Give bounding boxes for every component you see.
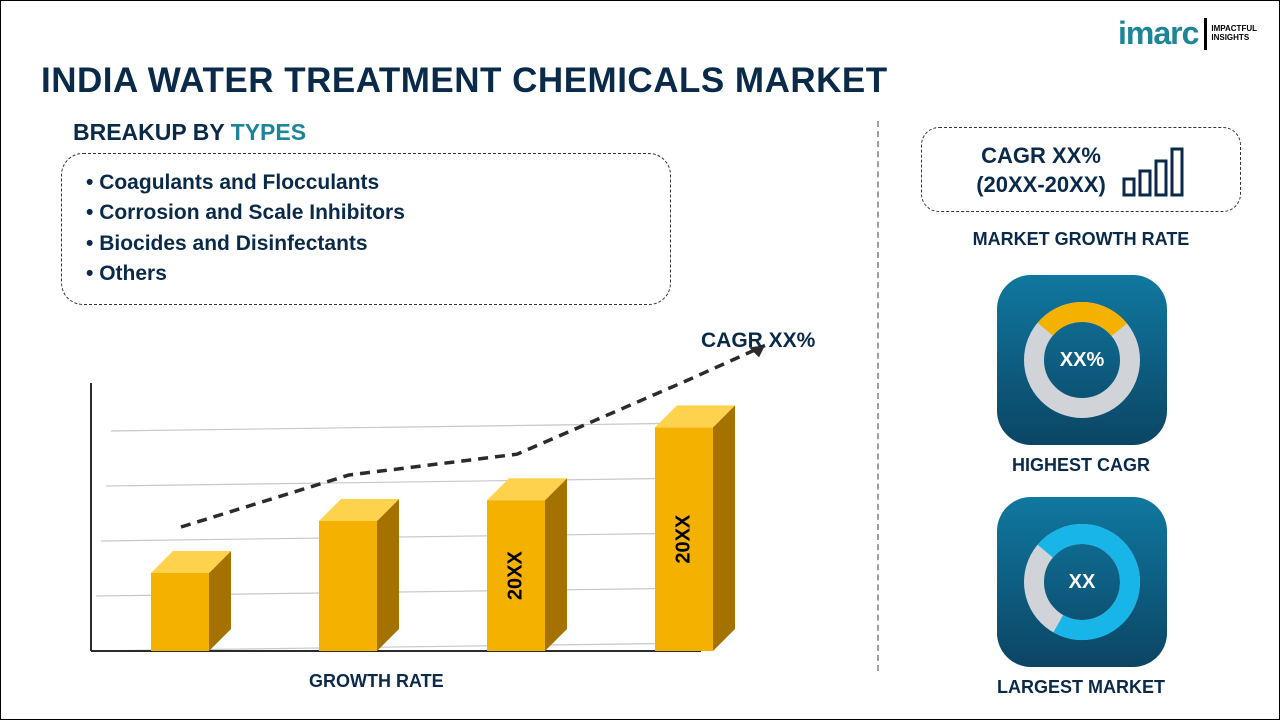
chart-svg: 20XX 20XX	[61, 331, 821, 671]
breakup-prefix: BREAKUP BY	[73, 119, 231, 145]
largest-market-label: LARGEST MARKET	[921, 677, 1241, 698]
highest-cagr-label: HIGHEST CAGR	[921, 455, 1241, 476]
chart-cagr-label: CAGR XX%	[701, 329, 815, 353]
cagr-box-text: CAGR XX% (20XX-20XX)	[976, 142, 1106, 199]
chart-x-label: GROWTH RATE	[309, 671, 444, 692]
brand-tagline: IMPACTFUL INSIGHTS	[1211, 25, 1257, 42]
breakup-accent: TYPES	[231, 119, 306, 145]
breakup-heading: BREAKUP BY TYPES	[73, 119, 306, 146]
brand-logo: imarc IMPACTFUL INSIGHTS	[1118, 15, 1257, 52]
highest-cagr-tile: XX%	[997, 275, 1167, 445]
cagr-box: CAGR XX% (20XX-20XX)	[921, 127, 1241, 212]
types-item: Others	[86, 259, 646, 289]
svg-text:20XX: 20XX	[504, 550, 526, 600]
growth-rate-chart: 20XX 20XX	[61, 331, 821, 671]
types-item: Biocides and Disinfectants	[86, 229, 646, 259]
types-list: Coagulants and Flocculants Corrosion and…	[86, 168, 646, 290]
brand-name: imarc	[1118, 15, 1198, 52]
cagr-box-line1: CAGR XX%	[976, 142, 1106, 171]
largest-market-value: XX	[1069, 571, 1096, 594]
market-growth-label: MARKET GROWTH RATE	[921, 229, 1241, 250]
page-title: INDIA WATER TREATMENT CHEMICALS MARKET	[41, 61, 888, 101]
highest-cagr-value: XX%	[1060, 349, 1104, 372]
largest-market-tile: XX	[997, 497, 1167, 667]
vertical-separator	[877, 121, 879, 671]
bar-growth-icon	[1120, 143, 1186, 199]
types-box: Coagulants and Flocculants Corrosion and…	[61, 153, 671, 305]
logo-divider	[1204, 18, 1207, 50]
types-item: Coagulants and Flocculants	[86, 168, 646, 198]
types-item: Corrosion and Scale Inhibitors	[86, 198, 646, 228]
cagr-box-line2: (20XX-20XX)	[976, 171, 1106, 200]
svg-text:20XX: 20XX	[672, 514, 694, 564]
